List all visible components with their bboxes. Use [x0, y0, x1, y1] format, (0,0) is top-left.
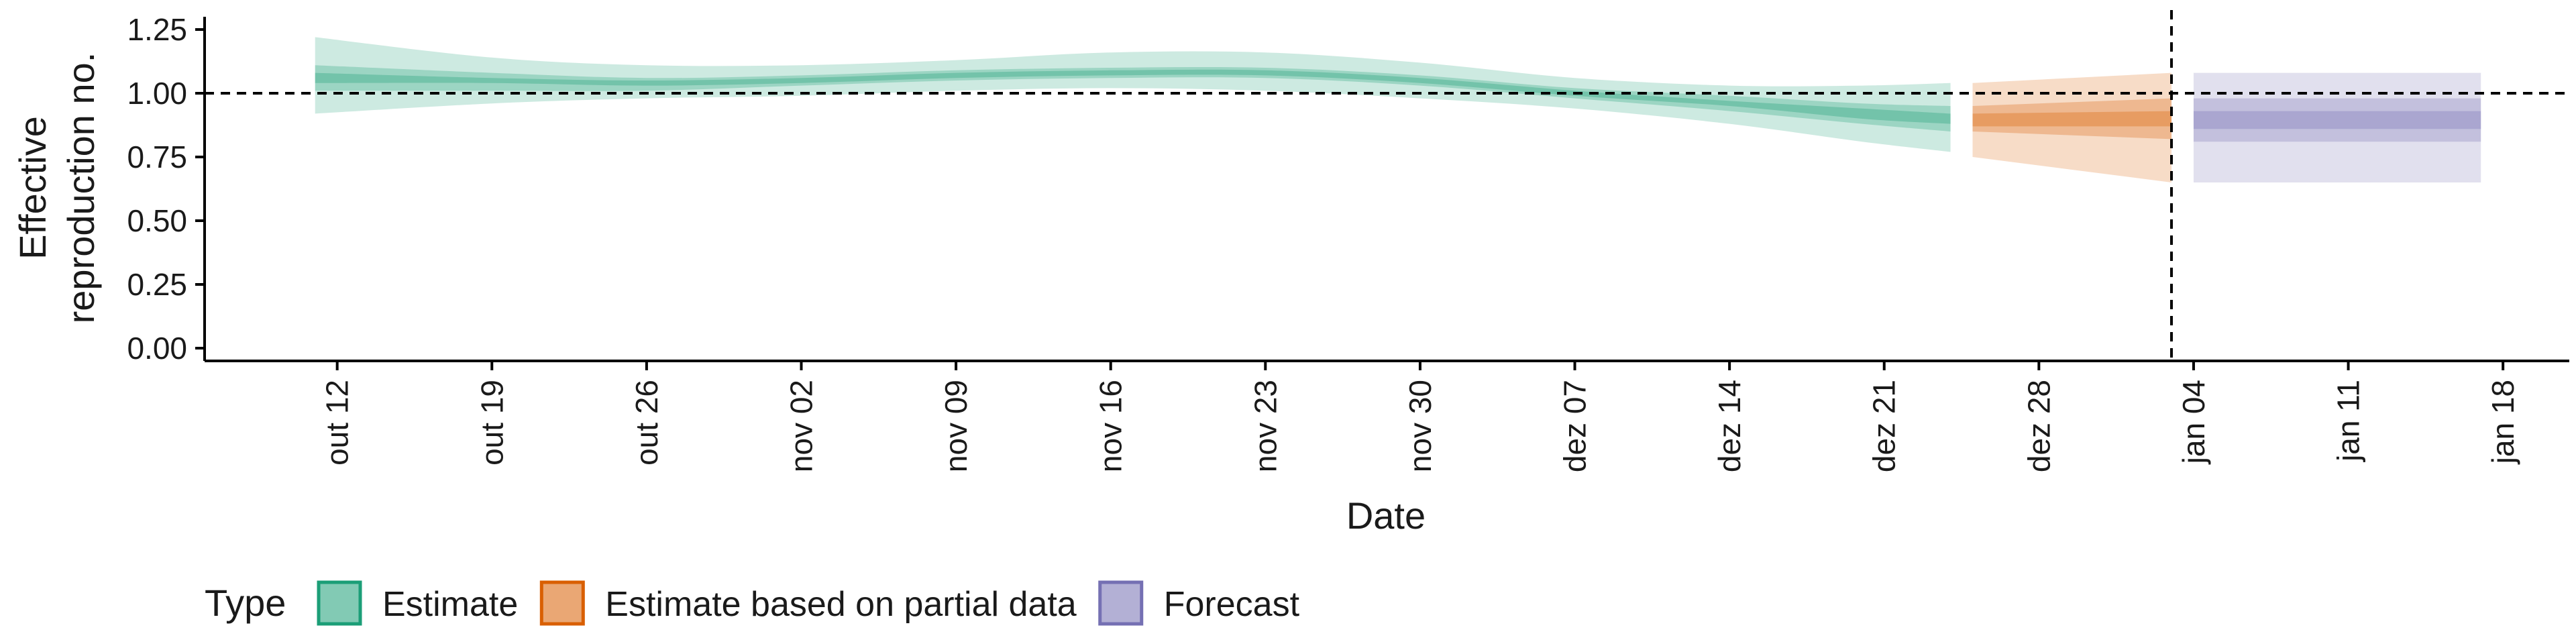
x-tick-label: nov 09: [938, 380, 973, 472]
legend-label-forecast: Forecast: [1164, 585, 1300, 624]
x-tick-label: jan 04: [2176, 380, 2211, 465]
legend-label-estimate: Estimate: [382, 585, 518, 624]
legend-title: Type: [205, 582, 286, 624]
legend-swatch-estimate: [317, 580, 362, 626]
legend-swatch-forecast: [1098, 580, 1144, 626]
y-tick-label: 1.00: [127, 76, 187, 111]
y-tick-label: 0.00: [127, 331, 187, 366]
forecast-band-90: [2193, 72, 2481, 182]
uncertainty-bands: [315, 37, 2481, 182]
y-tick-label: 0.75: [127, 140, 187, 174]
x-tick-label: nov 02: [784, 380, 818, 472]
axes: 0.00 0.25 0.50 0.75 1.00 1.25 out 12 out 19 out …: [127, 12, 2569, 472]
x-tick-label: nov 23: [1248, 380, 1283, 472]
legend: Type Estimate Estimate based on partial d…: [205, 580, 1300, 626]
x-tick-label: out 26: [629, 380, 664, 466]
y-tick-label: 0.50: [127, 203, 187, 238]
estimate-based-on-partial-data-band-90: [1972, 72, 2172, 182]
y-tick-label: 0.25: [127, 267, 187, 302]
y-axis-title-line2: reproduction no.: [60, 52, 102, 324]
estimate-band-20: [315, 69, 1951, 124]
x-tick-label: jan 18: [2485, 380, 2520, 465]
x-tick-label: dez 07: [1558, 380, 1593, 472]
estimate-based-on-partial-data-band-20: [1972, 111, 2172, 127]
legend-label-estimate-based-on-partial-data: Estimate based on partial data: [605, 585, 1077, 624]
x-tick-label: dez 28: [2021, 380, 2056, 472]
forecast-band-20: [2193, 111, 2481, 129]
y-tick-label: 1.25: [127, 12, 187, 47]
x-tick-label: jan 11: [2331, 380, 2366, 463]
estimate-based-on-partial-data-band-50: [1972, 98, 2172, 140]
x-tick-label: nov 16: [1093, 380, 1128, 472]
x-axis-title: Date: [1346, 494, 1426, 537]
x-tick-label: nov 30: [1403, 380, 1438, 472]
legend-swatch-estimate-based-on-partial-data: [539, 580, 585, 626]
x-tick-label: dez 21: [1867, 380, 1902, 472]
x-tick-label: out 12: [320, 380, 355, 466]
estimate-band-50: [315, 65, 1951, 131]
x-tick-label: out 19: [474, 380, 509, 466]
reference-lines: [205, 10, 2569, 361]
x-tick-label: dez 14: [1712, 380, 1747, 472]
forecast-band-50: [2193, 98, 2481, 142]
y-axis-title-line1: Effective: [11, 116, 54, 260]
